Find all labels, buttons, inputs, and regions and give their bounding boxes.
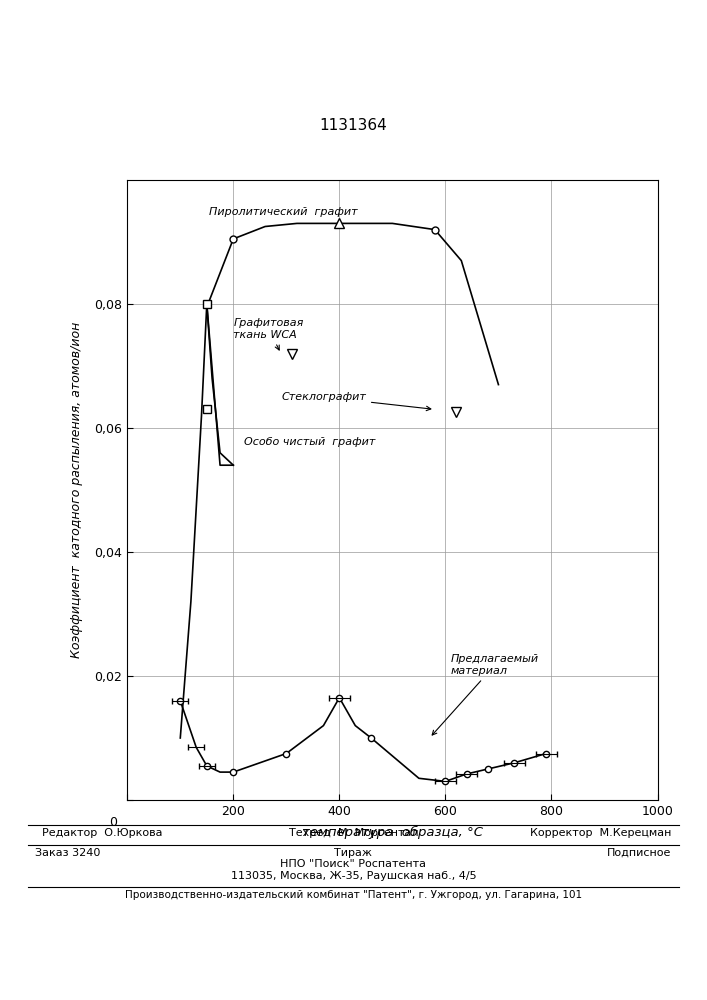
Text: Техред  М. Моргентал: Техред М. Моргентал <box>288 828 419 838</box>
Text: Предлагаемый
материал: Предлагаемый материал <box>432 654 539 735</box>
Text: НПО "Поиск" Роспатента: НПО "Поиск" Роспатента <box>281 859 426 869</box>
Text: Особо чистый  графит: Особо чистый графит <box>244 437 375 447</box>
Text: 1131364: 1131364 <box>320 117 387 132</box>
Text: Редактор  О.Юркова: Редактор О.Юркова <box>35 828 163 838</box>
Text: 113035, Москва, Ж-35, Раушская наб., 4/5: 113035, Москва, Ж-35, Раушская наб., 4/5 <box>230 871 477 881</box>
X-axis label: температура  образца, °С: температура образца, °С <box>302 826 483 839</box>
Text: Подписное: Подписное <box>607 848 672 858</box>
Text: Производственно-издательский комбинат "Патент", г. Ужгород, ул. Гагарина, 101: Производственно-издательский комбинат "П… <box>125 890 582 900</box>
Y-axis label: Коэффициент  катодного распыления, атомов/ион: Коэффициент катодного распыления, атомов… <box>70 322 83 658</box>
Text: 0: 0 <box>109 816 117 828</box>
Text: Тираж: Тираж <box>334 848 373 858</box>
Text: Графитовая
ткань WCA: Графитовая ткань WCA <box>233 318 304 350</box>
Text: Корректор  М.Керецман: Корректор М.Керецман <box>530 828 672 838</box>
Text: Пиролитический  графит: Пиролитический графит <box>209 207 358 217</box>
Text: Стеклографит: Стеклографит <box>281 392 431 411</box>
Text: Заказ 3240: Заказ 3240 <box>35 848 100 858</box>
